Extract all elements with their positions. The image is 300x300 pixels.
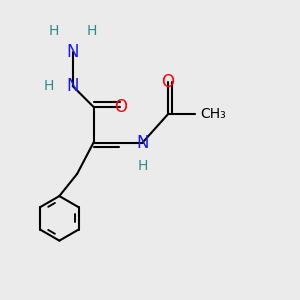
Text: O: O (114, 98, 127, 116)
Text: N: N (67, 43, 79, 61)
Text: CH₃: CH₃ (200, 107, 226, 121)
Text: N: N (136, 134, 149, 152)
Text: O: O (161, 73, 174, 91)
Text: H: H (44, 79, 54, 93)
Text: H: H (48, 24, 59, 38)
Text: H: H (87, 24, 97, 38)
Text: H: H (137, 159, 148, 173)
Text: N: N (67, 77, 79, 95)
